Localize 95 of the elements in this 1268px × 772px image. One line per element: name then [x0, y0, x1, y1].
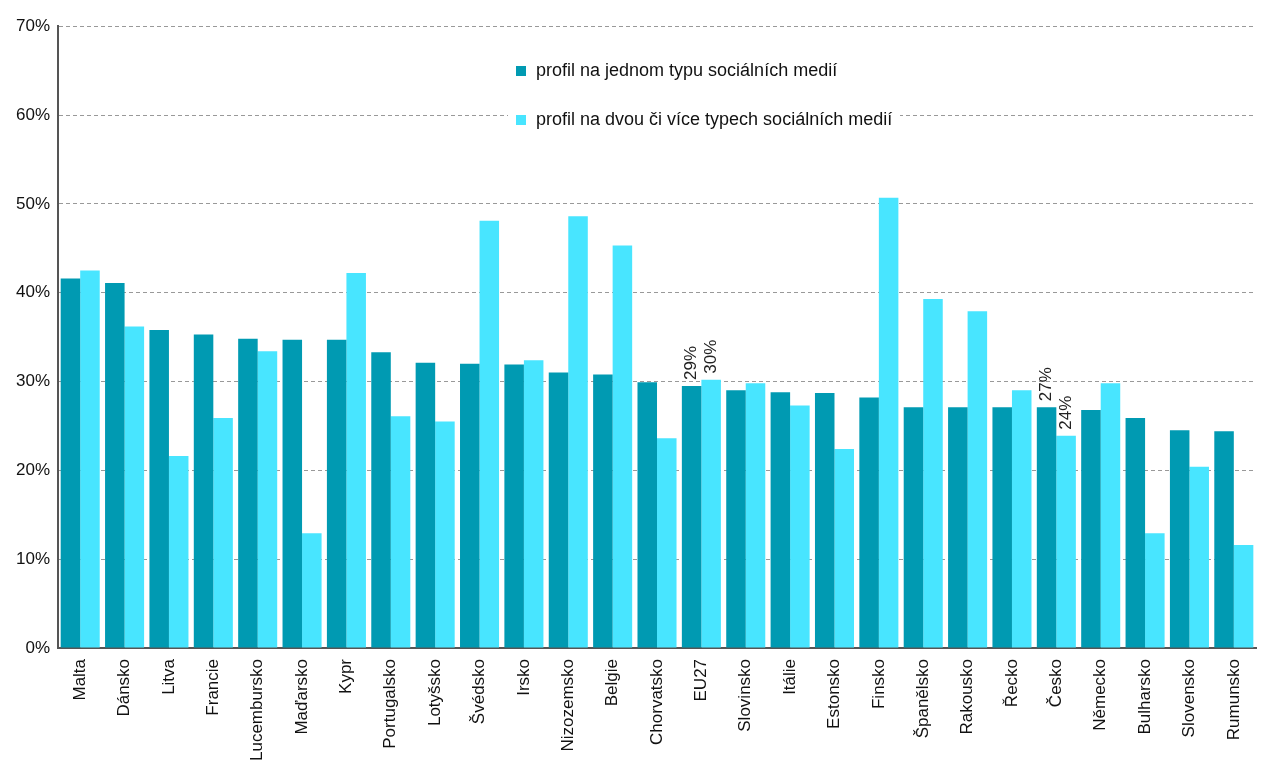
bar	[302, 533, 322, 648]
bar	[326, 339, 347, 648]
data-label: 27%	[1036, 367, 1056, 402]
legend-label: profil na jednom typu sociálních medií	[536, 60, 838, 81]
bar	[681, 385, 702, 648]
x-tick-label: Francie	[203, 658, 223, 716]
bar	[1169, 430, 1190, 648]
bar	[435, 421, 455, 648]
x-tick-label: Rakousko	[957, 658, 977, 735]
bar	[1145, 533, 1165, 648]
bar	[282, 339, 303, 648]
y-tick-label: 30%	[15, 371, 51, 391]
x-tick-label: Estonsko	[824, 658, 844, 729]
bar	[149, 329, 169, 648]
bar	[923, 298, 943, 648]
x-tick-label: EU27	[691, 658, 711, 702]
bar	[878, 197, 899, 648]
bar	[1056, 435, 1076, 648]
bar	[770, 392, 791, 648]
data-label: 29%	[681, 345, 701, 380]
bar	[593, 374, 613, 648]
bar	[238, 338, 258, 648]
bar	[213, 417, 233, 648]
bar	[460, 363, 480, 648]
bar	[1233, 544, 1254, 648]
x-tick-label: Finsko	[868, 658, 888, 710]
bar	[1081, 409, 1101, 648]
x-tick-label: Německo	[1090, 658, 1110, 731]
bar	[726, 390, 746, 648]
x-tick-label: Nizozemsko	[557, 658, 577, 752]
bar	[346, 273, 366, 648]
x-tick-label: Česko	[1046, 658, 1066, 708]
bar	[124, 326, 145, 648]
bar	[548, 372, 569, 648]
bar	[415, 362, 436, 648]
bar	[504, 364, 524, 648]
x-tick-label: Lotyšsko	[424, 658, 444, 727]
x-tick-label: Slovensko	[1179, 658, 1199, 738]
x-tick-label: Itálie	[779, 658, 799, 695]
legend-label: profil na dvou či více typech sociálních medií	[536, 109, 893, 130]
bar	[814, 393, 835, 648]
data-label: 30%	[700, 339, 720, 374]
x-tick-label: Švédsko	[469, 658, 489, 725]
bar	[1125, 417, 1146, 648]
bar	[745, 383, 766, 648]
bar	[80, 270, 100, 648]
bar	[657, 438, 677, 648]
y-tick-label: 0%	[25, 637, 51, 657]
x-tick-label: Španělsko	[912, 658, 932, 739]
x-tick-label: Slovinsko	[735, 658, 755, 732]
bar	[1189, 466, 1209, 648]
bar	[701, 379, 721, 648]
y-tick-label: 40%	[15, 282, 51, 302]
y-tick-label: 20%	[15, 459, 51, 479]
y-tick-label: 10%	[15, 548, 51, 568]
x-tick-label: Litva	[158, 658, 178, 695]
bar	[479, 220, 500, 648]
bar	[903, 407, 924, 648]
bar	[859, 397, 879, 648]
bar	[257, 351, 278, 648]
x-tick-label: Bulharsko	[1134, 658, 1154, 735]
bar	[612, 245, 633, 648]
bar	[992, 407, 1012, 648]
bar	[390, 416, 411, 648]
bar	[1214, 431, 1234, 648]
bar	[1036, 407, 1057, 648]
x-tick-label: Dánsko	[114, 658, 134, 717]
bar	[60, 278, 81, 648]
x-tick-label: Belgie	[602, 658, 622, 707]
y-tick-label: 60%	[15, 104, 51, 124]
bar	[1011, 390, 1032, 648]
x-tick-label: Maďarsko	[291, 658, 311, 735]
data-label: 24%	[1055, 395, 1075, 430]
y-tick-label: 50%	[15, 193, 51, 213]
x-tick-label: Kypr	[336, 658, 356, 694]
x-tick-label: Řecko	[1001, 658, 1021, 708]
x-tick-label: Irsko	[513, 658, 533, 696]
bar	[948, 407, 968, 648]
x-tick-label: Portugalsko	[380, 658, 400, 749]
bar	[193, 334, 214, 648]
bar	[568, 216, 588, 648]
bar	[637, 382, 658, 648]
bar	[523, 360, 544, 648]
x-tick-label: Chorvatsko	[646, 658, 666, 745]
bar	[168, 456, 189, 648]
x-tick-label: Lucembursko	[247, 658, 267, 762]
bar	[105, 282, 125, 648]
x-tick-label: Rumunsko	[1223, 658, 1243, 741]
bar	[1100, 383, 1121, 648]
y-tick-label: 70%	[15, 15, 51, 35]
bar	[790, 405, 810, 648]
bar	[967, 311, 988, 648]
bar	[834, 448, 855, 648]
bar	[371, 352, 391, 648]
x-tick-label: Malta	[69, 658, 89, 701]
